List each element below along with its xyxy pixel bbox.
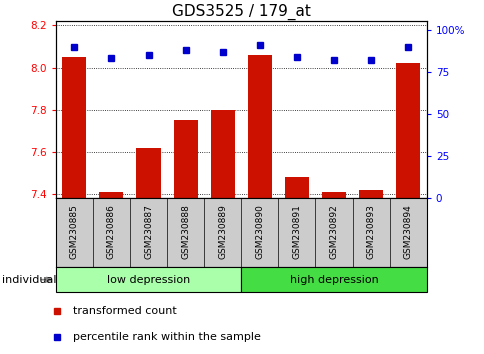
Text: GSM230886: GSM230886 (106, 204, 116, 259)
Bar (136, 148, 160, 198)
Text: GSM230888: GSM230888 (181, 204, 190, 259)
Text: individual: individual (2, 275, 57, 285)
Title: GDS3525 / 179_at: GDS3525 / 179_at (171, 4, 310, 20)
Bar (247, 55, 272, 198)
Bar (241, 267, 426, 292)
Bar (99, 192, 123, 198)
Text: percentile rank within the sample: percentile rank within the sample (73, 332, 260, 342)
Text: GSM230892: GSM230892 (329, 204, 338, 258)
Bar (62, 57, 86, 198)
Bar (210, 110, 234, 198)
Bar (395, 63, 420, 198)
Text: GSM230885: GSM230885 (70, 204, 79, 259)
Text: GSM230890: GSM230890 (255, 204, 264, 259)
Text: GSM230893: GSM230893 (366, 204, 375, 259)
Text: GSM230887: GSM230887 (144, 204, 153, 259)
Bar (173, 120, 197, 198)
Bar (358, 190, 382, 198)
Bar (321, 192, 346, 198)
Text: GSM230891: GSM230891 (292, 204, 301, 259)
Bar (56, 267, 241, 292)
Text: transformed count: transformed count (73, 306, 176, 316)
Bar (284, 177, 308, 198)
Text: low depression: low depression (106, 275, 190, 285)
Text: high depression: high depression (289, 275, 378, 285)
Text: GSM230889: GSM230889 (218, 204, 227, 259)
Text: GSM230894: GSM230894 (403, 204, 412, 258)
